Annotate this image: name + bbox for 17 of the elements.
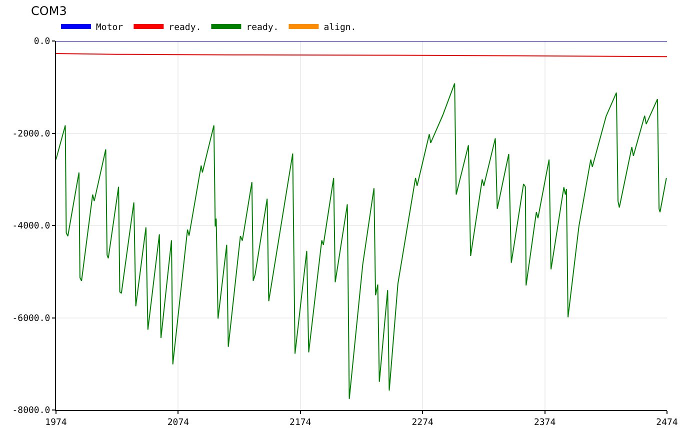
line-series xyxy=(56,82,667,400)
y-tick-label: -2000.0 xyxy=(12,129,50,140)
legend-label: Motor xyxy=(96,23,124,34)
legend-label: align. xyxy=(324,23,356,34)
x-tick-label: 2074 xyxy=(167,418,190,428)
x-tick-label: 1974 xyxy=(45,418,67,428)
x-tick-label: 2174 xyxy=(290,418,312,428)
y-tick-label: 0.0 xyxy=(34,37,50,48)
legend-label: ready. xyxy=(168,23,202,34)
y-tick-label: -6000.0 xyxy=(12,314,50,324)
chart-title: COM3 xyxy=(31,4,67,18)
x-tick-label: 2474 xyxy=(656,418,678,428)
legend-label: ready. xyxy=(246,23,279,34)
x-tick-label: 2274 xyxy=(412,418,434,428)
y-tick-label: -8000.0 xyxy=(12,406,50,416)
y-tick-label: -4000.0 xyxy=(12,222,50,232)
x-tick-label: 2374 xyxy=(534,418,556,428)
